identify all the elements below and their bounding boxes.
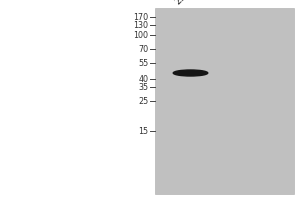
Ellipse shape: [173, 70, 208, 76]
Text: 40: 40: [139, 74, 148, 84]
Text: 70: 70: [138, 45, 148, 53]
Bar: [154, 8, 294, 194]
Text: 35: 35: [138, 83, 148, 92]
Text: 293T: 293T: [174, 0, 196, 6]
Text: 15: 15: [138, 127, 148, 136]
Text: 130: 130: [134, 21, 148, 29]
Text: 100: 100: [134, 30, 148, 40]
Text: 170: 170: [134, 12, 148, 21]
Text: 25: 25: [138, 97, 148, 106]
Text: 55: 55: [138, 58, 148, 68]
